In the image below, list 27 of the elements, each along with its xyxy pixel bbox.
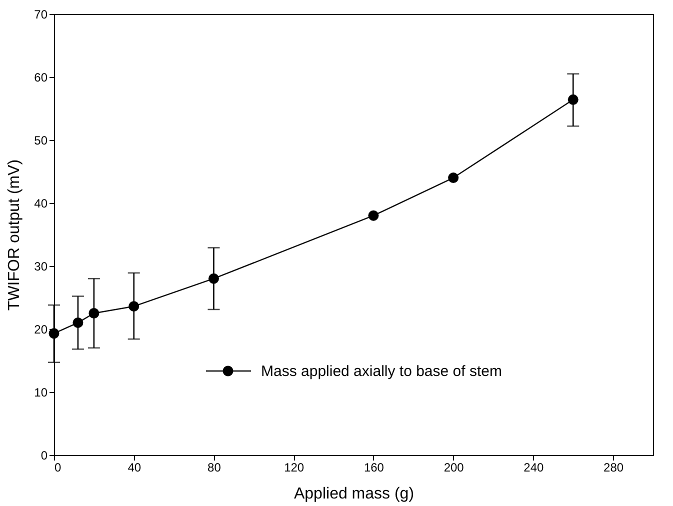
legend-label: Mass applied axially to base of stem xyxy=(261,363,502,380)
x-tick-label: 160 xyxy=(364,460,384,474)
x-tick-label: 200 xyxy=(444,460,464,474)
y-tick-label: 70 xyxy=(34,8,48,22)
y-axis-title: TWIFOR output (mV) xyxy=(6,159,24,311)
x-tick-label: 240 xyxy=(524,460,544,474)
y-tick-label: 10 xyxy=(34,386,48,400)
point xyxy=(568,94,578,105)
y-tick-label: 20 xyxy=(34,322,48,336)
y-tick-label: 30 xyxy=(34,260,48,274)
x-tick-label: 80 xyxy=(208,460,222,474)
x-tick-label: 120 xyxy=(284,460,304,474)
x-tick-label: 40 xyxy=(128,460,142,474)
point xyxy=(48,328,60,339)
y-tick-label: 60 xyxy=(34,70,48,84)
y-tick-label: 40 xyxy=(34,196,48,210)
point xyxy=(448,172,459,184)
x-axis-title: Applied mass (g) xyxy=(294,486,414,502)
x-tick-label: 280 xyxy=(604,460,624,474)
point xyxy=(208,273,219,284)
point xyxy=(72,317,84,328)
point xyxy=(128,301,140,312)
point xyxy=(368,210,379,221)
point xyxy=(88,308,100,318)
x-tick-label: 0 xyxy=(54,460,62,474)
y-tick-label: 0 xyxy=(40,448,48,462)
y-tick-label: 50 xyxy=(34,134,48,148)
